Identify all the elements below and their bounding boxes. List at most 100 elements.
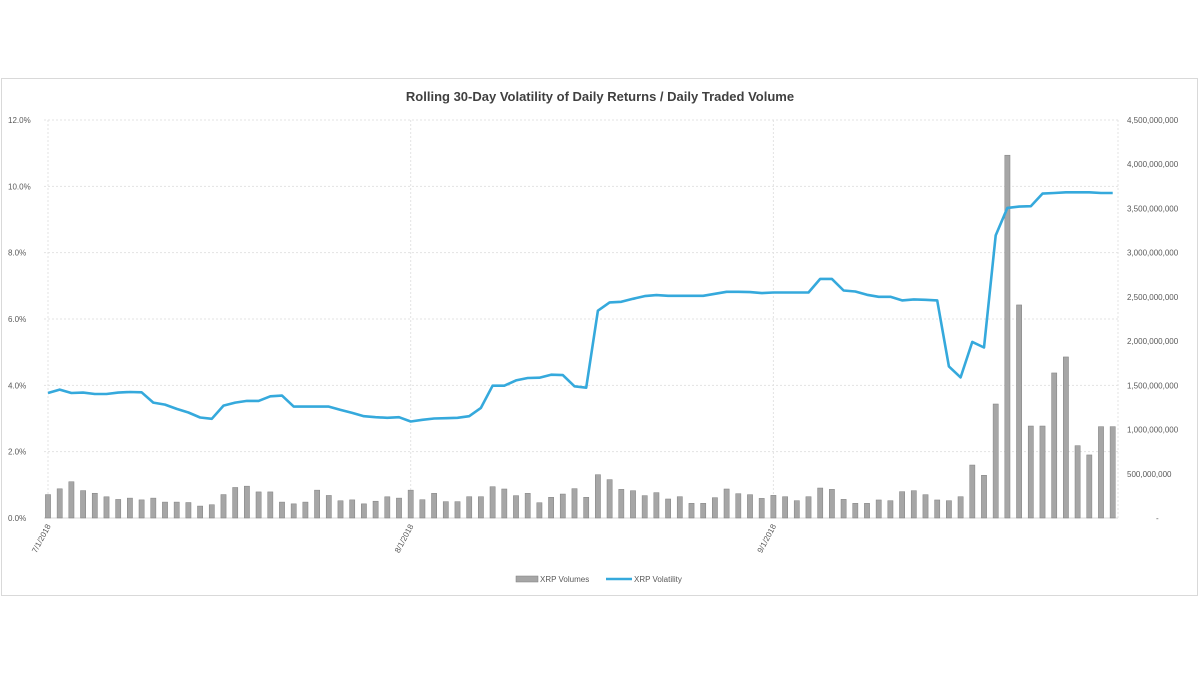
volume-bar bbox=[80, 490, 86, 519]
right-tick-label: 1,500,000,000 bbox=[1127, 381, 1179, 390]
volume-bar bbox=[712, 497, 718, 519]
volume-bar bbox=[559, 493, 566, 519]
volume-bar bbox=[454, 501, 461, 519]
volume-bar bbox=[396, 497, 402, 519]
x-tick-label: 7/1/2018 bbox=[30, 522, 53, 554]
x-axis: 7/1/2018 8/1/2018 9/1/2018 bbox=[30, 522, 778, 554]
volume-bar bbox=[653, 492, 660, 519]
volume-bar bbox=[115, 499, 122, 519]
volatility-line bbox=[47, 191, 1113, 423]
volume-bar bbox=[255, 491, 262, 519]
volume-bar bbox=[489, 486, 496, 519]
right-axis: - 500,000,000 1,000,000,000 1,500,000,000 2,… bbox=[1127, 116, 1179, 523]
x-tick-label: 9/1/2018 bbox=[756, 522, 779, 554]
volume-bar bbox=[91, 492, 98, 519]
volume-bar bbox=[817, 487, 824, 519]
volume-bar bbox=[630, 490, 636, 519]
volume-bar bbox=[384, 496, 391, 519]
volume-bar bbox=[302, 501, 309, 519]
volume-bar bbox=[150, 497, 157, 519]
volume-bar bbox=[501, 488, 508, 519]
volume-bar bbox=[981, 475, 987, 519]
volume-bar bbox=[208, 504, 215, 519]
right-tick-label: 4,000,000,000 bbox=[1127, 160, 1179, 169]
volume-bar bbox=[735, 493, 742, 519]
volume-bar bbox=[618, 489, 625, 519]
volume-bar bbox=[372, 500, 379, 519]
right-tick-label: 2,000,000,000 bbox=[1127, 337, 1179, 346]
right-tick-label: 3,000,000,000 bbox=[1127, 249, 1179, 258]
volume-bar bbox=[910, 490, 917, 519]
volume-bar bbox=[583, 497, 590, 519]
x-tick-label: 8/1/2018 bbox=[393, 522, 416, 554]
volume-bar bbox=[1004, 154, 1011, 519]
volume-bar bbox=[934, 499, 941, 519]
volume-bar bbox=[723, 488, 730, 519]
volume-bar bbox=[220, 494, 227, 519]
volatility-line-group bbox=[47, 191, 1113, 423]
volume-bar bbox=[244, 485, 250, 519]
volume-bar bbox=[606, 479, 613, 519]
volume-bar bbox=[571, 488, 578, 519]
right-tick-label: 2,500,000,000 bbox=[1127, 293, 1179, 302]
volume-bar bbox=[840, 499, 847, 519]
volume-bar bbox=[162, 501, 168, 519]
volume-bar bbox=[969, 464, 976, 519]
volume-bar bbox=[758, 498, 765, 519]
volume-bar bbox=[688, 503, 695, 519]
volume-bar bbox=[548, 497, 554, 519]
volume-bar bbox=[442, 501, 449, 519]
volume-bar bbox=[419, 499, 426, 519]
volume-bar bbox=[992, 403, 999, 519]
volume-bar bbox=[267, 491, 274, 519]
volume-bar bbox=[641, 495, 648, 519]
volume-bar bbox=[595, 474, 601, 519]
volume-bar bbox=[524, 493, 531, 519]
volume-bar bbox=[56, 488, 63, 519]
volume-bar bbox=[279, 501, 285, 519]
volume-bar bbox=[829, 489, 835, 519]
legend: XRP Volumes XRP Volatility bbox=[515, 575, 682, 584]
volume-bar bbox=[232, 487, 239, 519]
volume-bar bbox=[676, 496, 683, 519]
right-tick-label: 3,500,000,000 bbox=[1127, 204, 1179, 213]
left-tick-label: 4.0% bbox=[8, 381, 26, 390]
volume-bar bbox=[337, 500, 344, 519]
volume-bar bbox=[185, 502, 192, 519]
volume-bar bbox=[478, 496, 484, 519]
volume-bar bbox=[700, 503, 707, 519]
volume-bar bbox=[1016, 304, 1022, 519]
volume-bar bbox=[922, 494, 929, 519]
left-tick-label: 12.0% bbox=[8, 116, 31, 125]
volume-bar bbox=[127, 497, 133, 519]
volume-bar bbox=[431, 493, 437, 519]
volume-bar bbox=[1098, 426, 1104, 519]
right-tick-label: 4,500,000,000 bbox=[1127, 116, 1179, 125]
volume-bar bbox=[1109, 426, 1116, 519]
volume-bar bbox=[1074, 445, 1081, 519]
volume-bar bbox=[1027, 425, 1034, 519]
legend-volumes-swatch bbox=[515, 575, 539, 583]
left-tick-label: 2.0% bbox=[8, 448, 26, 457]
volume-bar bbox=[407, 489, 414, 519]
chart-title: Rolling 30-Day Volatility of Daily Retur… bbox=[406, 89, 794, 104]
left-tick-label: 6.0% bbox=[8, 315, 26, 324]
volume-bar bbox=[536, 502, 543, 519]
volume-bar bbox=[1051, 372, 1058, 519]
volume-bars bbox=[45, 154, 1116, 519]
volume-bar bbox=[793, 500, 800, 519]
volume-bar bbox=[314, 489, 320, 519]
legend-volatility-label: XRP Volatility bbox=[634, 575, 682, 584]
volume-bar bbox=[197, 505, 203, 519]
volume-bar bbox=[782, 496, 788, 519]
volume-bar bbox=[805, 496, 812, 519]
volume-bar bbox=[747, 494, 753, 519]
volume-bar bbox=[875, 499, 882, 519]
volume-bar bbox=[1063, 356, 1069, 519]
left-tick-label: 0.0% bbox=[8, 514, 26, 523]
volume-bar bbox=[852, 503, 859, 519]
right-tick-label: - bbox=[1156, 514, 1159, 523]
volume-bar bbox=[887, 500, 894, 519]
volume-bar bbox=[68, 481, 75, 519]
volume-bar bbox=[770, 495, 777, 519]
